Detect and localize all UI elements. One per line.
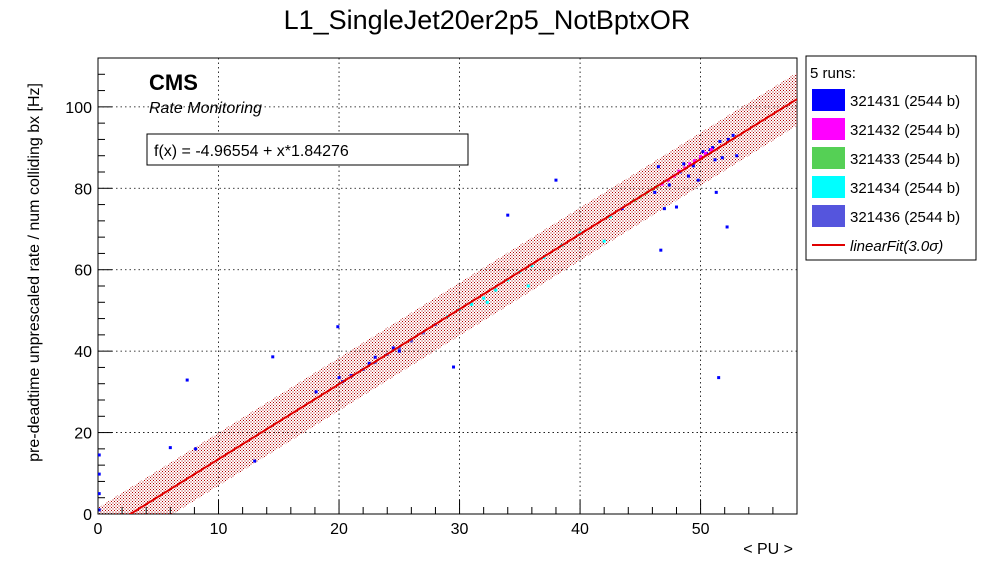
- legend-header: 5 runs:: [810, 65, 856, 82]
- x-tick-label: 0: [94, 521, 103, 538]
- data-point-series-4: [409, 339, 413, 343]
- data-point-series-1: [677, 169, 681, 173]
- x-tick-label: 20: [330, 521, 348, 538]
- data-point-series-0: [391, 346, 395, 350]
- data-point-series-0: [691, 164, 695, 168]
- data-point-series-3: [485, 300, 489, 304]
- data-point-series-0: [253, 459, 257, 463]
- data-point-series-3: [494, 288, 498, 292]
- legend-swatch-0: [812, 89, 845, 111]
- data-point-series-0: [271, 355, 275, 359]
- data-point-series-0: [687, 174, 691, 178]
- data-point-series-1: [709, 148, 713, 152]
- legend-label-1: 321432 (2544 b): [850, 122, 960, 139]
- fit-band-area: [98, 72, 797, 514]
- chart-title: L1_SingleJet20er2p5_NotBptxOR: [284, 5, 691, 35]
- y-tick-label: 0: [83, 507, 92, 524]
- data-point-series-3: [470, 302, 474, 306]
- data-point-series-0: [701, 150, 705, 154]
- data-point-series-0: [98, 492, 101, 496]
- data-point-series-0: [725, 225, 729, 229]
- data-point-series-0: [711, 146, 715, 150]
- data-point-series-3: [530, 264, 534, 268]
- data-point-series-0: [720, 156, 724, 160]
- y-tick-label: 40: [74, 344, 92, 361]
- data-point-series-0: [714, 190, 718, 194]
- legend-swatch-3: [812, 176, 845, 198]
- data-point-series-0: [662, 207, 666, 211]
- data-point-series-0: [696, 178, 700, 182]
- legend-label-4: 321436 (2544 b): [850, 209, 960, 226]
- legend-label-2: 321433 (2544 b): [850, 151, 960, 168]
- x-tick-label: 40: [571, 521, 589, 538]
- subtitle-label: Rate Monitoring: [149, 100, 262, 117]
- y-tick-label: 80: [74, 181, 92, 198]
- fit-formula-box: [146, 133, 469, 166]
- x-axis-label: < PU >: [743, 541, 793, 558]
- data-point-series-0: [554, 178, 558, 182]
- y-axis-label: pre-deadtime unprescaled rate / num coll…: [26, 83, 43, 462]
- x-tick-label: 10: [210, 521, 228, 538]
- x-tick-label: 50: [692, 521, 710, 538]
- legend-fit-label: linearFit(3.0σ): [850, 238, 943, 255]
- fit-line-layer: [128, 98, 797, 514]
- legend-label-0: 321431 (2544 b): [850, 93, 960, 110]
- data-point-series-0: [674, 205, 678, 209]
- fit-band: [98, 72, 797, 514]
- x-tick-label: 30: [451, 521, 469, 538]
- data-point-series-0: [735, 154, 739, 158]
- data-point-series-0: [717, 376, 721, 380]
- data-point-series-0: [659, 248, 663, 252]
- fit-formula: f(x) = -4.96554 + x*1.84276: [154, 143, 349, 160]
- data-point-series-0: [168, 446, 172, 450]
- y-tick-label: 100: [65, 100, 92, 117]
- data-point-series-0: [397, 349, 401, 353]
- data-point-series-3: [602, 239, 606, 243]
- legend-swatch-4: [812, 205, 845, 227]
- fit-line: [128, 98, 797, 514]
- data-point-series-0: [726, 137, 730, 141]
- data-point-series-0: [337, 376, 341, 380]
- legend: 5 runs: 321431 (2544 b) 321432 (2544 b) 32…: [805, 55, 977, 261]
- data-point-series-0: [653, 190, 657, 194]
- data-point-series-0: [718, 139, 722, 143]
- data-point-series-0: [656, 165, 660, 169]
- y-tick-label: 20: [74, 426, 92, 443]
- y-tick-label: 60: [74, 263, 92, 280]
- data-point-series-1: [693, 159, 697, 163]
- data-point-series-1: [688, 162, 692, 166]
- data-point-series-0: [314, 390, 318, 394]
- data-point-series-0: [185, 378, 189, 382]
- axis-ticks: 0 10 20 30 40 50 0 20 40 60 80 100: [65, 57, 798, 538]
- data-point-series-1: [699, 155, 703, 159]
- legend-swatch-2: [812, 147, 845, 169]
- data-point-series-0: [506, 213, 510, 217]
- data-point-series-1: [703, 151, 707, 155]
- data-point-series-0: [731, 133, 735, 137]
- data-point-series-0: [373, 355, 377, 359]
- data-point-series-0: [667, 183, 671, 187]
- legend-label-3: 321434 (2544 b): [850, 180, 960, 197]
- data-point-series-0: [682, 162, 686, 166]
- data-point-series-0: [367, 361, 371, 365]
- data-point-series-3: [526, 284, 530, 288]
- data-point-series-0: [98, 508, 101, 512]
- legend-swatch-1: [812, 118, 845, 140]
- data-point-series-0: [713, 158, 717, 162]
- data-point-series-4: [397, 346, 401, 350]
- data-point-series-0: [98, 472, 101, 476]
- data-point-series-0: [452, 365, 456, 369]
- data-point-series-0: [98, 453, 101, 457]
- data-point-series-0: [194, 447, 198, 451]
- experiment-label: CMS: [149, 70, 198, 95]
- data-point-series-3: [608, 215, 612, 219]
- data-point-series-3: [482, 296, 486, 300]
- data-point-series-0: [336, 325, 340, 329]
